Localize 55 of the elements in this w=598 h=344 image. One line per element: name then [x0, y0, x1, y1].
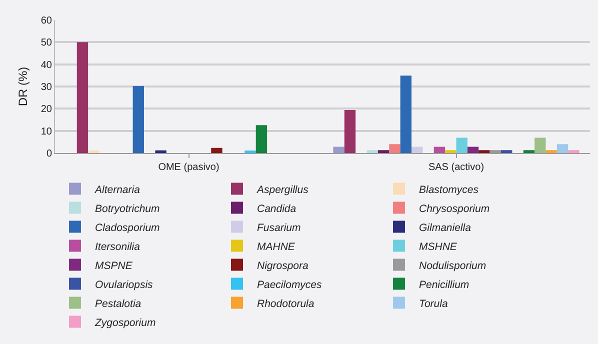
y-tick-label: 0 [46, 148, 52, 160]
legend-label: Torula [419, 298, 448, 310]
bar [556, 144, 568, 153]
bar [256, 125, 268, 153]
bar [132, 86, 144, 153]
bar [534, 138, 546, 153]
bar [546, 150, 557, 153]
x-tick-label: OME (pasivo) [158, 162, 220, 173]
legend-label: MSHNE [419, 240, 458, 253]
legend-label: Nodulisporium [419, 260, 486, 272]
bar [478, 150, 490, 153]
legend-label: Cladosporium [95, 222, 160, 234]
legend-label: Zygosporium [94, 316, 156, 329]
bar [434, 146, 446, 153]
bar [366, 150, 378, 153]
bar [389, 144, 400, 153]
legend-label: Fusarium [257, 222, 302, 234]
bar [456, 138, 468, 153]
y-tick-label: 30 [40, 82, 52, 93]
legend-label: Alternaria [94, 184, 140, 196]
bar [467, 146, 479, 153]
legend-label: Chrysosporium [419, 202, 490, 215]
legend-label: Paecilomyces [257, 278, 323, 291]
x-tick-label: SAS (activo) [428, 162, 484, 173]
legend-label: Pestalotia [95, 298, 142, 310]
bar [568, 150, 580, 153]
y-tick-label: 50 [40, 38, 52, 49]
bar [378, 150, 390, 153]
bar [211, 148, 222, 153]
legend-label: Gilmaniella [419, 222, 472, 234]
bar [155, 150, 166, 153]
bar [344, 110, 356, 153]
y-tick-label: 10 [40, 126, 52, 138]
y-tick-label: 60 [40, 16, 52, 26]
legend-label: Itersonilia [95, 240, 140, 253]
bar [76, 42, 88, 153]
legend-label: Blastomyces [419, 184, 480, 196]
bar [523, 150, 535, 153]
bar [445, 150, 456, 153]
legend-label: Ovulariopsis [95, 278, 154, 291]
bar [501, 150, 512, 153]
y-tick-label: 40 [40, 60, 52, 71]
legend-label: Aspergillus [256, 184, 310, 196]
bar [400, 76, 412, 153]
legend-label: Penicillium [419, 278, 470, 291]
legend-label: Candida [257, 202, 296, 215]
legend-label: Rhodotorula [257, 298, 314, 310]
y-tick-label: 20 [40, 104, 52, 116]
y-axis-title: DR (%) [16, 66, 30, 106]
legend-label: MSPNE [95, 260, 134, 272]
bar [412, 146, 423, 153]
legend-label: MAHNE [257, 240, 296, 253]
legend-label: Botryotrichum [95, 202, 160, 215]
bar [333, 146, 344, 153]
legend-label: Nigrospora [257, 260, 309, 272]
